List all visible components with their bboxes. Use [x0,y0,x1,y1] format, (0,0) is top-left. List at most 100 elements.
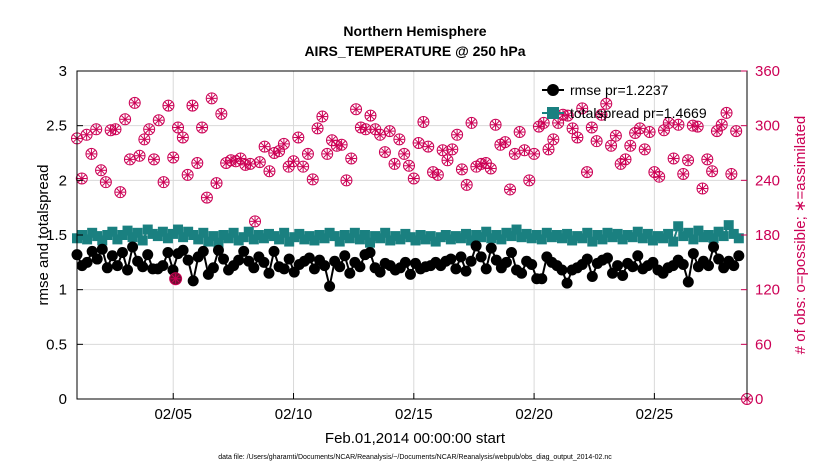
obs-point [600,97,613,110]
y-tick-label: 0 [59,391,67,408]
totalspread-point [349,227,360,238]
obs-point [523,174,536,187]
obs-point [682,154,695,167]
totalspread-point [410,235,421,246]
obs-point [306,173,319,186]
rmse-point [106,250,118,262]
rmse-point [81,256,93,268]
totalspread-point [344,233,355,244]
series-layer [71,92,753,405]
rmse-point [713,253,725,265]
obs-point [417,116,430,129]
rmse-point [445,253,457,265]
totalspread-point [334,236,345,247]
rmse-point [263,267,275,279]
y-tick-label: 1.5 [46,227,67,244]
obs-point [350,103,363,116]
rmse-point [324,280,336,292]
totalspread-point [526,233,537,244]
rmse-point [233,254,245,266]
totalspread-point [87,227,98,238]
totalspread-point [440,230,451,240]
totalspread-point [673,221,684,232]
totalspread-point [723,220,734,231]
totalspread-point [506,231,517,242]
obs-point [253,156,266,169]
totalspread-point [289,232,300,243]
obs-point [422,140,435,153]
obs-point [340,174,353,187]
obs-point [720,106,733,119]
rmse-point [627,261,639,273]
rmse-point [319,260,331,272]
totalspread-point [294,228,305,239]
obs-point [186,99,199,112]
obs-point [451,128,464,141]
rmse-point [122,264,134,276]
obs-point [263,165,276,178]
totalspread-point [359,230,370,240]
obs-point [147,153,160,166]
totalspread-point [703,230,714,240]
rmse-point [470,240,482,252]
rmse-point [177,244,189,256]
rmse-point [480,263,492,275]
obs-point [99,176,112,189]
obs-point [301,147,314,160]
totalspread-point [390,231,401,242]
totalspread-point [562,228,573,239]
obs-point [412,136,425,149]
totalspread-point [132,227,143,238]
x-tick-label: 02/20 [515,406,553,423]
obs-point [104,124,117,137]
totalspread-point [612,228,623,239]
totalspread-point [299,234,310,245]
totalspread-point [450,231,461,242]
obs-point [499,136,512,149]
rmse-point [708,241,720,253]
obs-point [287,155,300,168]
y-right-tick-label: 360 [755,63,780,80]
totalspread-point [728,228,739,239]
obs-point [258,140,271,153]
totalspread-point [253,230,264,240]
obs-point [176,131,189,144]
totalspread-point [233,235,244,246]
rmse-point [556,264,568,276]
totalspread-point [102,230,113,240]
totalspread-point [688,234,699,245]
totalspread-point [269,231,280,242]
y-tick-label: 2 [59,172,67,189]
obs-point [446,143,459,156]
obs-point [552,116,565,129]
obs-point [138,133,151,146]
totalspread-point [607,232,618,243]
obs-point [489,118,502,131]
x-tick-label: 02/05 [154,406,192,423]
totalspread-point [481,226,492,237]
y-tick-label: 3 [59,63,67,80]
rmse-point [268,245,280,257]
y-right-tick-label: 240 [755,172,780,189]
totalspread-point [693,225,704,236]
rmse-point [733,250,745,262]
totalspread-point [375,233,386,244]
obs-point [638,143,651,156]
rmse-point [485,242,497,254]
obs-point [157,176,170,189]
rmse-point [536,273,548,285]
obs-point [585,121,598,134]
totalspread-point [713,226,724,237]
obs-point [633,122,646,135]
totalspread-point [142,224,153,235]
totalspread-point [137,235,148,246]
rmse-point [96,243,108,255]
rmse-point [677,259,689,271]
obs-point [595,108,608,121]
rmse-point [687,248,699,260]
x-tick-label: 02/10 [275,406,313,423]
totalspread-point [455,233,466,244]
totalspread-point [496,234,507,245]
obs-point [311,122,324,135]
rmse-point [404,268,416,280]
